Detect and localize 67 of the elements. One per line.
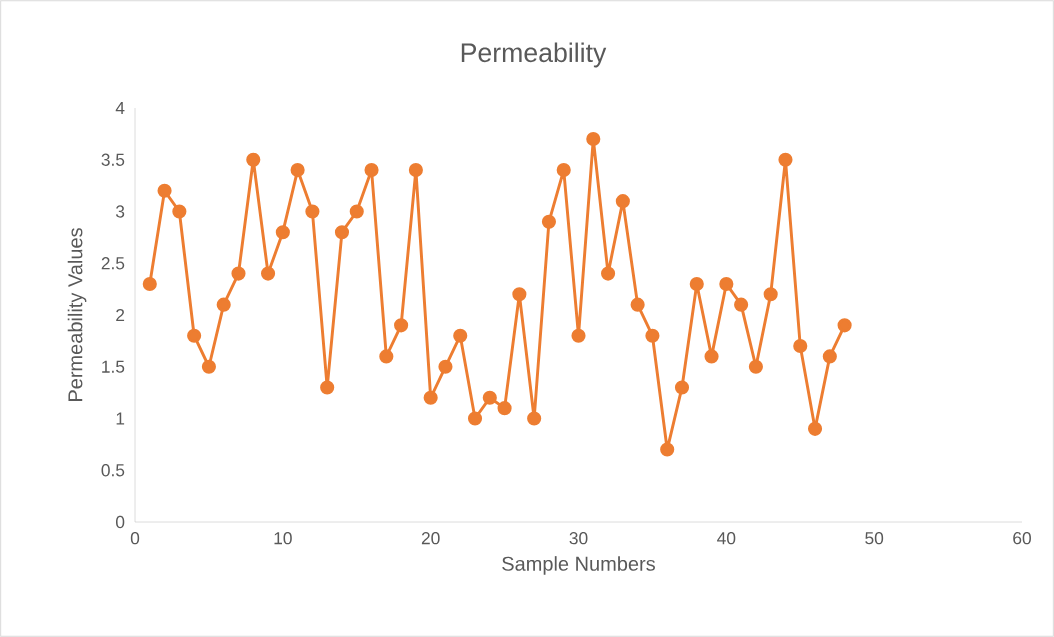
point	[763, 287, 778, 302]
point	[320, 380, 335, 395]
x-axis-title: Sample Numbers	[502, 556, 655, 575]
point	[674, 380, 690, 395]
point	[305, 204, 320, 219]
y-tick-label: 2.5	[101, 257, 125, 270]
y-tick-label: 1.5	[102, 360, 125, 373]
point	[571, 328, 586, 343]
x-tick-label: 30	[569, 532, 588, 545]
point	[704, 349, 719, 364]
point	[601, 266, 616, 281]
point	[334, 225, 350, 240]
point	[394, 318, 409, 333]
x-tick-label: 10	[274, 532, 292, 545]
point	[201, 359, 216, 374]
y-tick-label: 2	[116, 308, 125, 322]
point	[172, 204, 187, 219]
chart-title: Permeability	[461, 42, 607, 68]
point	[719, 276, 734, 292]
point	[216, 297, 231, 312]
point	[467, 411, 483, 426]
x-tick-label: 0	[130, 532, 140, 545]
point	[822, 349, 837, 364]
point	[541, 214, 557, 229]
y-tick-label: 0	[115, 515, 125, 529]
point	[260, 266, 276, 281]
point	[438, 359, 453, 374]
point	[748, 359, 763, 374]
point	[187, 328, 202, 343]
point	[482, 390, 497, 405]
point	[615, 194, 630, 209]
point	[364, 163, 379, 178]
point	[290, 163, 305, 178]
y-tick-label: 3.5	[101, 153, 125, 166]
point	[231, 266, 246, 281]
point	[246, 152, 261, 167]
x-tick-label: 50	[865, 532, 884, 545]
point	[689, 276, 704, 292]
point	[379, 349, 394, 364]
point	[349, 204, 364, 219]
point	[275, 225, 290, 240]
y-tick-label: 1	[116, 412, 125, 425]
x-tick-label: 40	[717, 532, 736, 545]
point	[645, 328, 660, 343]
point	[778, 152, 793, 167]
point	[142, 276, 157, 292]
point	[837, 318, 852, 333]
point	[660, 442, 675, 457]
point	[734, 297, 749, 312]
y-tick-label: 0.5	[101, 464, 125, 477]
point	[408, 163, 423, 178]
point	[793, 338, 808, 354]
y-axis-title: Permeability Values	[67, 228, 87, 401]
point	[807, 421, 823, 436]
point	[453, 328, 468, 343]
point	[423, 390, 438, 405]
y-tick-label: 3	[115, 205, 125, 218]
point	[556, 163, 571, 178]
point	[527, 411, 542, 426]
point	[512, 287, 527, 302]
point	[630, 297, 645, 312]
x-tick-label: 20	[421, 532, 440, 545]
point	[586, 131, 601, 147]
point	[157, 183, 172, 198]
x-tick-label: 60	[1013, 532, 1031, 545]
y-tick-label: 4	[115, 102, 125, 114]
point	[497, 401, 512, 416]
